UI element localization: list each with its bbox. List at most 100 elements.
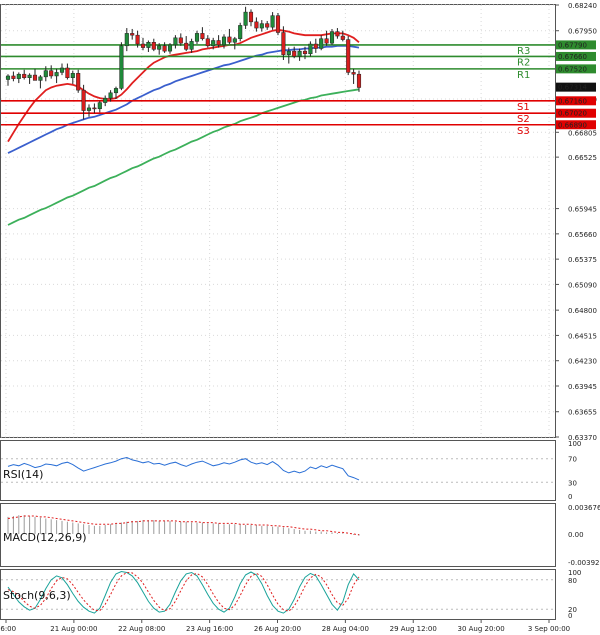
candle-bull (286, 50, 291, 55)
macd-panel-frame (0, 503, 556, 567)
level-badge-label: 0.67520 (558, 65, 587, 73)
x-tick-label: 23 Aug 16:00 (186, 625, 233, 633)
x-tick-label: 30 Aug 20:00 (458, 625, 505, 633)
candle-bear (92, 107, 97, 110)
price-tick-label: 0.64800 (568, 307, 597, 315)
level-name-r3: R3 (517, 46, 530, 57)
candle-bear (130, 33, 135, 36)
candle-bear (281, 32, 286, 55)
level-badge-s2 (556, 108, 596, 118)
macd-signal-line (7, 515, 360, 536)
candle-bear (135, 34, 140, 45)
candle-bull (270, 15, 275, 28)
price-tick-label: 0.66805 (568, 129, 597, 137)
candle-bear (81, 89, 86, 111)
stoch-title: Stoch(9,6,3) (3, 589, 71, 602)
candle-bear (151, 42, 156, 50)
candle-bull (97, 102, 102, 110)
candle-bull (27, 74, 32, 78)
candle-bull (319, 38, 324, 49)
price-tick-label: 0.65945 (568, 206, 597, 214)
rsi-title: RSI(14) (3, 468, 43, 481)
stoch-tick-label: 0 (568, 612, 572, 620)
candle-bear (162, 45, 167, 52)
candle-bull (243, 11, 248, 26)
price-tick-label: 0.65375 (568, 256, 597, 264)
stoch-d-line (7, 571, 360, 612)
level-name-s1: S1 (517, 102, 530, 113)
x-tick-label: 3 Sep 00:00 (528, 625, 570, 633)
candle-bear (22, 73, 27, 78)
price-tick-label: 0.66525 (568, 154, 597, 162)
candle-bear (178, 37, 183, 44)
level-badge-r3 (556, 40, 596, 50)
stoch-tick-label: 100 (568, 569, 581, 577)
stoch-tick-label: 80 (568, 577, 577, 585)
candle-bear (254, 21, 259, 29)
level-name-r1: R1 (517, 70, 530, 81)
candle-bear (292, 50, 297, 57)
level-badge-s1 (556, 96, 596, 106)
candle-bear (205, 38, 210, 47)
candle-bear (265, 23, 270, 28)
candle-bear (351, 72, 356, 75)
candle-bear (32, 74, 38, 81)
level-badge-r2 (556, 51, 596, 61)
candle-bull (38, 76, 43, 81)
candle-bear (216, 40, 221, 46)
candle-bear (49, 70, 54, 77)
level-name-r2: R2 (517, 57, 530, 68)
candle-bear (275, 15, 281, 33)
candle-bear (335, 31, 340, 37)
stoch-k-line (7, 570, 360, 614)
candle-bull (167, 44, 173, 52)
candle-bear (356, 73, 362, 88)
level-badge-label: 0.67020 (558, 110, 587, 118)
candle-bull (238, 25, 243, 39)
candle-bull (146, 42, 151, 48)
candle-bull (297, 50, 302, 57)
rsi-tick-label: 70 (568, 456, 577, 464)
price-tick-label: 0.64230 (568, 358, 597, 366)
candle-bull (308, 43, 313, 55)
candle-bull (59, 67, 65, 73)
x-tick-label: 28 Aug 04:00 (322, 625, 369, 633)
level-badge-label: 0.66890 (558, 121, 587, 129)
candle-bull (221, 36, 227, 46)
candle-bull (70, 73, 75, 78)
level-name-s2: S2 (517, 114, 530, 125)
x-tick-label: 21 Aug 00:00 (50, 625, 97, 633)
price-tick-label: 0.68240 (568, 2, 597, 10)
level-badge-label: 0.67790 (558, 41, 587, 49)
candle-bull (329, 31, 335, 44)
candle-bull (194, 33, 200, 42)
candle-bear (346, 39, 351, 73)
x-tick-label: 26 Aug 20:00 (254, 625, 301, 633)
candle-bull (173, 37, 178, 46)
rsi-line (7, 456, 360, 481)
price-tick-label: 0.63370 (568, 434, 597, 442)
candle-bull (113, 88, 119, 94)
candle-bull (16, 73, 21, 79)
x-tick-label: 22 Aug 08:00 (118, 625, 165, 633)
level-badge-s3 (556, 120, 596, 130)
candle-bull (54, 72, 59, 77)
candle-bull (43, 70, 48, 78)
stoch-panel-frame (0, 569, 556, 620)
candle-bull (86, 107, 92, 111)
candle-bull (232, 38, 237, 43)
x-tick-label: 16:00 (0, 625, 16, 633)
level-badge-r1 (556, 64, 596, 74)
candle-bear (313, 43, 318, 49)
rsi-tick-label: 100 (568, 440, 581, 448)
level-badge-label: 0.67160 (558, 97, 587, 105)
candle-bear (340, 35, 345, 40)
macd-title: MACD(12,26,9) (3, 531, 87, 544)
x-tick-label: 29 Aug 12:00 (390, 625, 437, 633)
candle-bear (65, 67, 70, 78)
candle-bear (200, 33, 205, 39)
candle-bear (184, 42, 189, 50)
current-price-badge (556, 82, 596, 92)
price-tick-label: 0.65090 (568, 281, 597, 289)
